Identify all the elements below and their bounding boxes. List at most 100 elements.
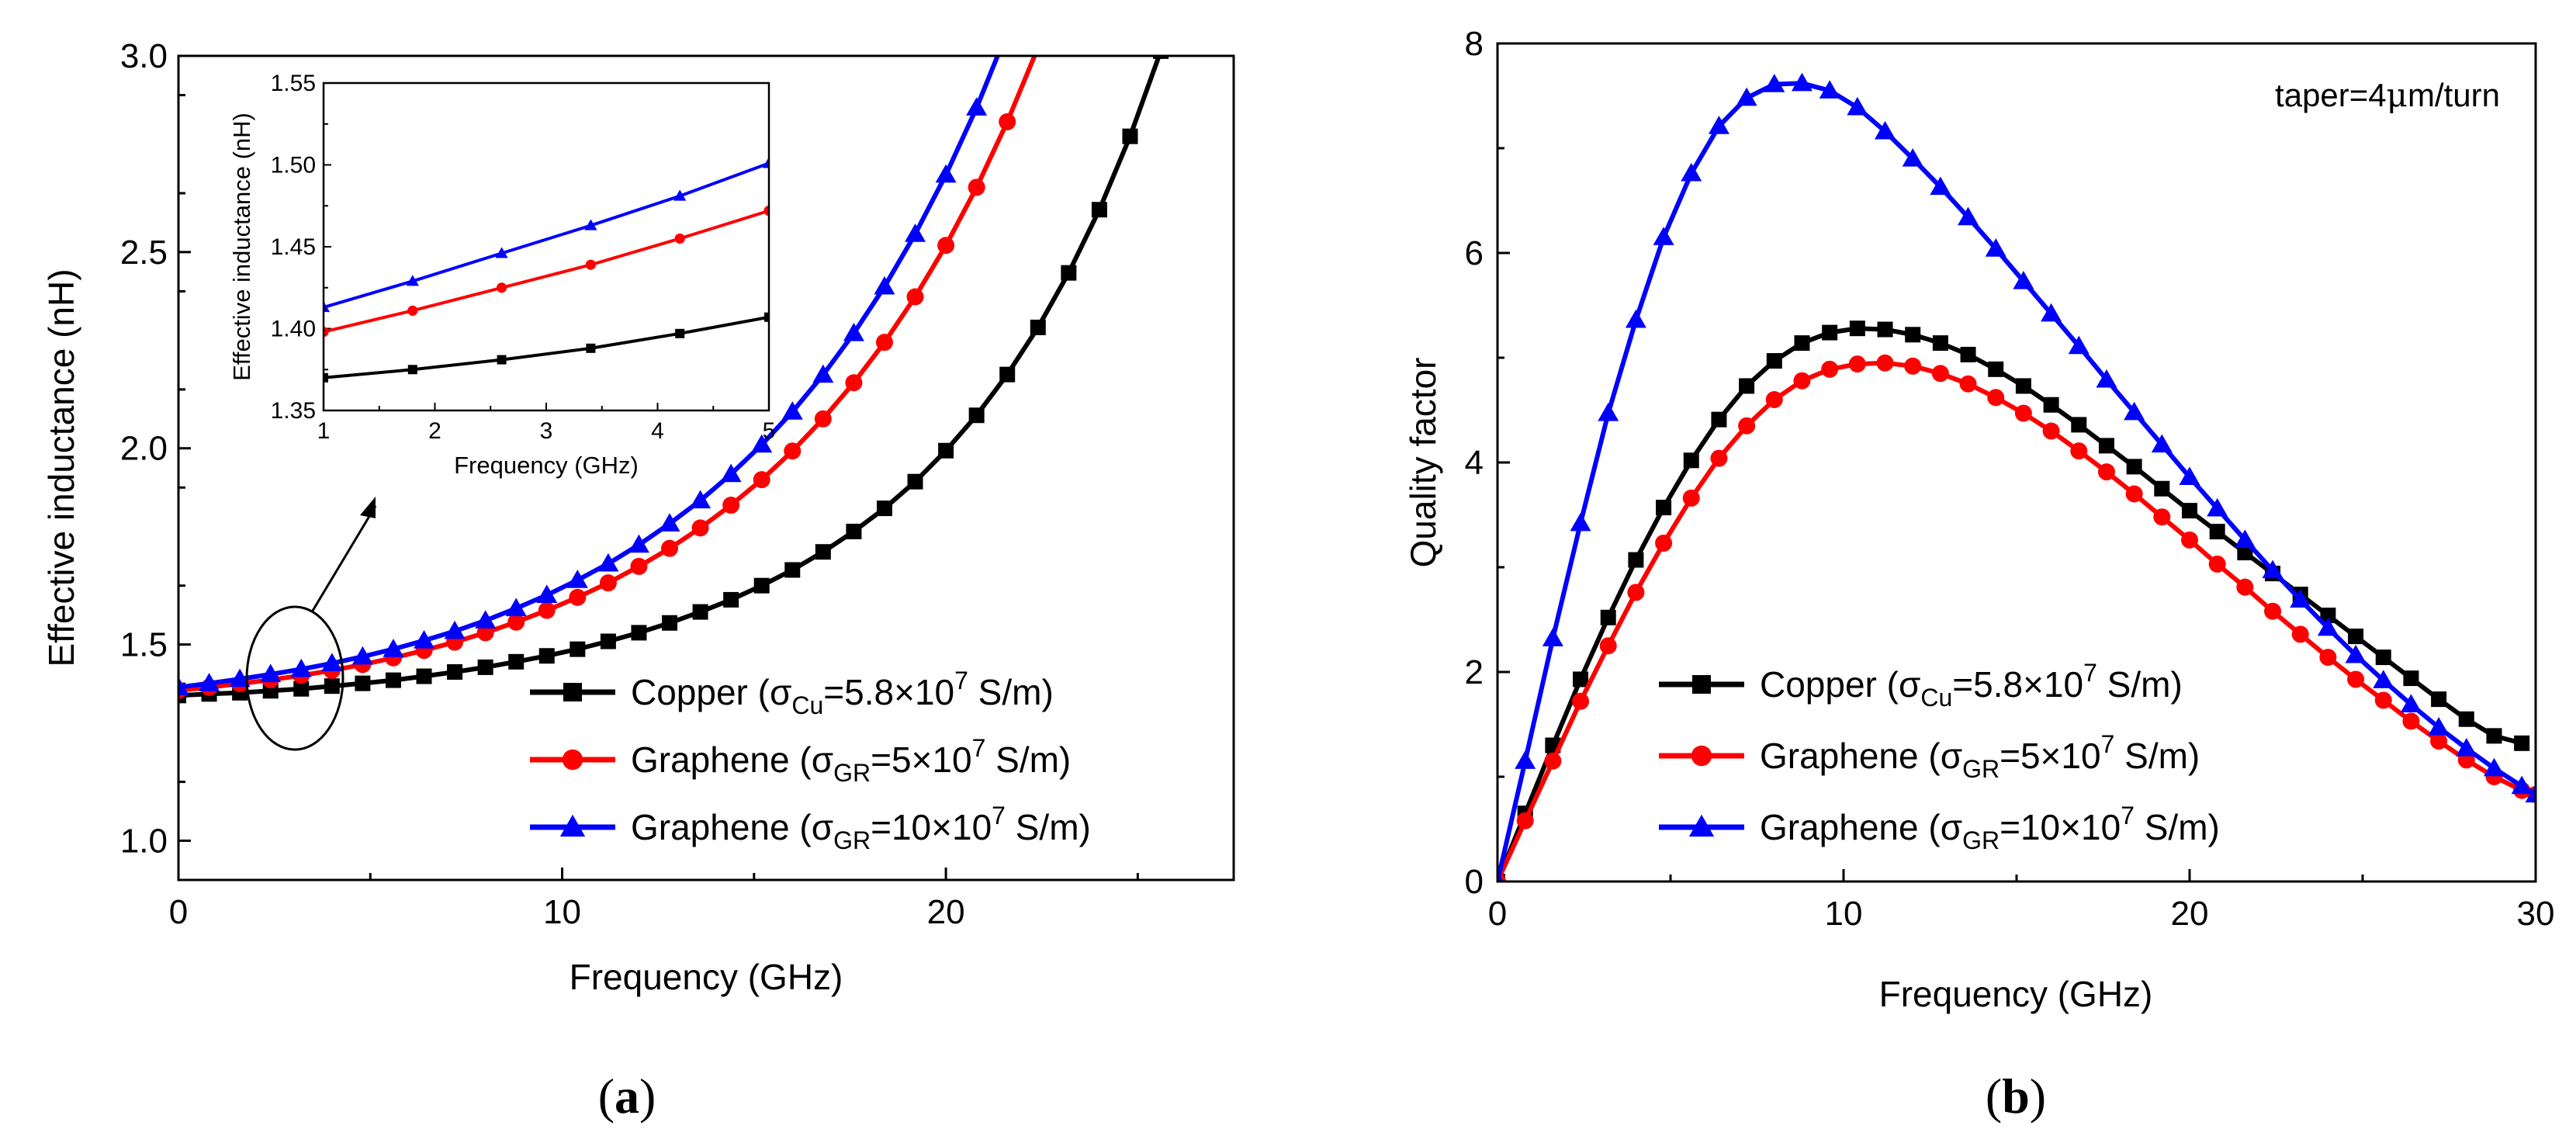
inset-xtick-label-2: 3 bbox=[540, 418, 553, 444]
a-series-0-point bbox=[999, 366, 1016, 383]
b-legend-marker-0 bbox=[1692, 675, 1711, 694]
b-series-2-point bbox=[2262, 559, 2283, 579]
b-legend-label-0-part: 7 bbox=[2083, 659, 2097, 687]
b-series-2-point bbox=[1625, 309, 1646, 328]
b-series-2-point bbox=[1791, 72, 1813, 92]
a-series-0-point bbox=[784, 562, 801, 578]
b-series-2-point bbox=[1819, 80, 1840, 99]
a-series-2-point bbox=[536, 584, 558, 603]
b-series-2-point bbox=[1497, 871, 1504, 881]
b-series-0-point bbox=[1573, 671, 1589, 688]
a-series-0-point bbox=[477, 659, 493, 675]
inset-xtick-label-1: 2 bbox=[428, 418, 441, 444]
a-series-0-point bbox=[938, 442, 954, 459]
inset-ytick-label-1: 1.40 bbox=[271, 317, 316, 342]
b-series-0-point bbox=[1683, 452, 1699, 469]
b-xtick-label-3: 30 bbox=[2517, 895, 2555, 933]
inset-ylabel: Effective inductance (nH) bbox=[228, 113, 255, 381]
a-series-0-point bbox=[631, 625, 647, 641]
b-series-2-point bbox=[2179, 466, 2200, 486]
panel-a-tick-labels: 0 10 20 1.0 1.5 2.0 2.5 3.0 bbox=[120, 37, 965, 931]
b-series-1-point bbox=[1959, 375, 1977, 393]
a-series-2-point bbox=[935, 164, 957, 183]
b-series-0-point bbox=[2375, 649, 2391, 666]
b-legend-marker-1 bbox=[1691, 745, 1712, 767]
b-series-0-point bbox=[2154, 480, 2170, 497]
b-series-1-point bbox=[2319, 649, 2337, 667]
a-series-0-point bbox=[385, 672, 401, 688]
panel-a-caption: (a) bbox=[598, 1069, 656, 1124]
a-legend-label-1-part: =5×10 bbox=[871, 739, 971, 780]
b-legend-label-2-part: Graphene (σ bbox=[1760, 807, 1962, 847]
inset-series-1-point bbox=[497, 282, 507, 293]
b-ytick-label-3: 6 bbox=[1465, 234, 1484, 272]
a-series-1-point bbox=[875, 334, 893, 352]
a-series-0-point bbox=[293, 681, 310, 697]
a-xtick-label-0: 0 bbox=[169, 893, 188, 931]
a-legend-label-2-part: Graphene (σ bbox=[631, 807, 833, 847]
b-series-1-point bbox=[1655, 534, 1673, 552]
b-series-1-point bbox=[2014, 404, 2032, 422]
a-series-1-point bbox=[569, 588, 587, 606]
a-series-2-point bbox=[843, 323, 864, 341]
a-series-2-point bbox=[260, 663, 282, 683]
a-series-0-point bbox=[723, 591, 739, 608]
inset-xtick-label-4: 5 bbox=[763, 418, 776, 444]
a-series-1-point bbox=[476, 624, 494, 642]
zoom-arrow bbox=[311, 505, 377, 611]
a-series-1-point bbox=[906, 288, 924, 306]
b-series-2-point bbox=[1930, 176, 1951, 196]
a-ytick-label-3: 2.5 bbox=[120, 234, 168, 272]
inset-series-0-point bbox=[497, 355, 507, 365]
a-ytick-label-4: 3.0 bbox=[120, 37, 168, 75]
a-series-2-point bbox=[178, 677, 189, 695]
b-series-0-point bbox=[2126, 459, 2142, 475]
a-xtick-label-2: 20 bbox=[927, 893, 965, 931]
b-legend-label-0-part: S/m) bbox=[2097, 664, 2183, 705]
a-legend-label-0-part: 7 bbox=[954, 667, 968, 694]
a-series-1-point bbox=[507, 613, 525, 631]
a-legend-label-2-part: GR bbox=[833, 826, 871, 854]
inset-series-1-point bbox=[585, 259, 597, 270]
a-series-1-point bbox=[999, 113, 1016, 130]
a-series-2-point bbox=[781, 401, 803, 420]
b-ytick-label-4: 8 bbox=[1465, 25, 1484, 63]
inset-series-1-point bbox=[407, 305, 418, 316]
a-series-2-point bbox=[566, 570, 588, 588]
a-series-1-point bbox=[845, 374, 863, 392]
a-legend-label-2-part: 7 bbox=[992, 802, 1006, 830]
inset-series-0-point bbox=[324, 372, 328, 383]
b-series-2-point bbox=[1542, 628, 1563, 646]
b-series-0-point bbox=[2486, 728, 2502, 744]
b-legend-label-2: Graphene (σGR=10×107 S/m) bbox=[1760, 802, 2220, 854]
b-series-2-point bbox=[1681, 162, 1702, 182]
a-series-0-point bbox=[538, 648, 555, 664]
zoom-region-ellipse bbox=[245, 605, 345, 751]
inset-plot-frame bbox=[322, 81, 770, 412]
inset-series bbox=[324, 157, 769, 383]
a-series-0-point bbox=[508, 653, 525, 670]
inset-series-line-0 bbox=[324, 315, 769, 379]
b-series-2-point bbox=[2290, 589, 2311, 608]
b-series-2-point bbox=[1598, 403, 1619, 421]
b-series-0-point bbox=[2458, 711, 2474, 727]
b-legend-label-1-part: =5×10 bbox=[2000, 736, 2100, 776]
b-series-line-0 bbox=[1497, 326, 2522, 881]
inset-ytick-label-2: 1.45 bbox=[271, 234, 316, 260]
a-series-2-point bbox=[628, 534, 649, 553]
a-series-2-point bbox=[812, 364, 834, 383]
b-series-2-point bbox=[2207, 497, 2228, 517]
b-series-2-point bbox=[2373, 670, 2394, 688]
b-series-2-point bbox=[2483, 757, 2505, 777]
a-series-0-point bbox=[324, 678, 340, 694]
a-legend-label-1-part: 7 bbox=[972, 734, 986, 762]
a-legend-label-0-part: S/m) bbox=[968, 672, 1054, 712]
a-series-0-point bbox=[1122, 128, 1138, 144]
a-series-2-point bbox=[199, 673, 220, 691]
b-series-0-point bbox=[1766, 353, 1782, 369]
a-legend-marker-0 bbox=[563, 683, 582, 701]
b-series-0-point bbox=[2209, 524, 2225, 540]
a-series-1-point bbox=[814, 410, 832, 428]
a-ytick-label-1: 1.5 bbox=[120, 626, 168, 664]
b-series-2-point bbox=[1764, 74, 1785, 92]
